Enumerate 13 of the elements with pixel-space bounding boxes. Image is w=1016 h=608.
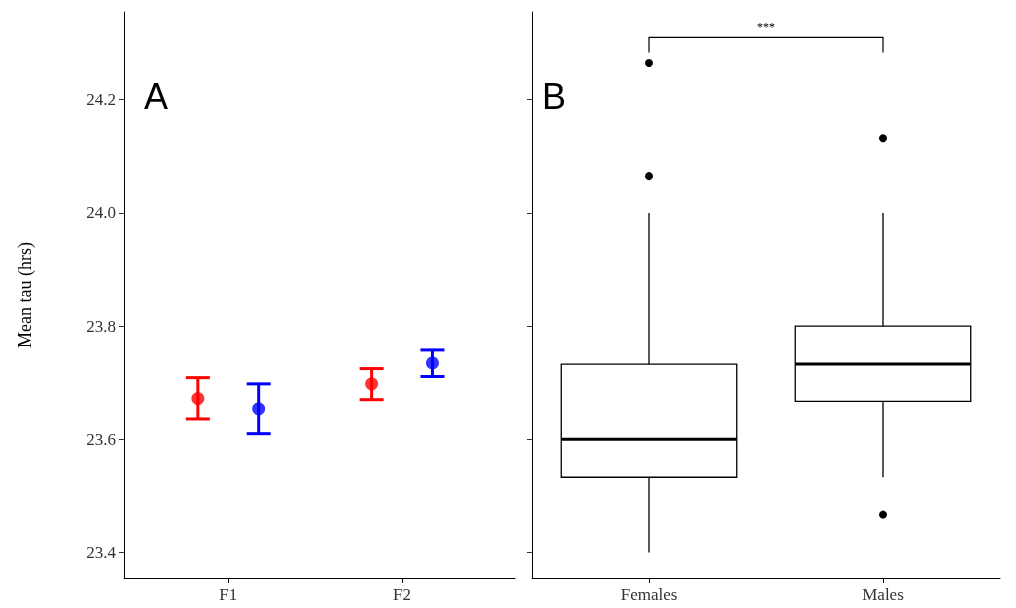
annotation: B bbox=[542, 75, 567, 117]
x-tick-label: F2 bbox=[393, 585, 412, 604]
y-tick-label: 24.2 bbox=[86, 90, 116, 110]
y-tick-label: 24.0 bbox=[86, 203, 116, 223]
x-tick-label: Females bbox=[620, 585, 678, 604]
y-tick-label: 23.8 bbox=[86, 316, 116, 336]
x-tick-label: F1 bbox=[219, 585, 238, 604]
annotation: *** bbox=[757, 20, 775, 35]
y-tick-label: 23.4 bbox=[86, 543, 117, 563]
x-tick-label: Males bbox=[862, 585, 904, 604]
y-axis-title: Mean tau (hrs) bbox=[15, 242, 36, 348]
y-tick-label: 23.6 bbox=[86, 429, 116, 449]
annotation: A bbox=[144, 75, 169, 117]
